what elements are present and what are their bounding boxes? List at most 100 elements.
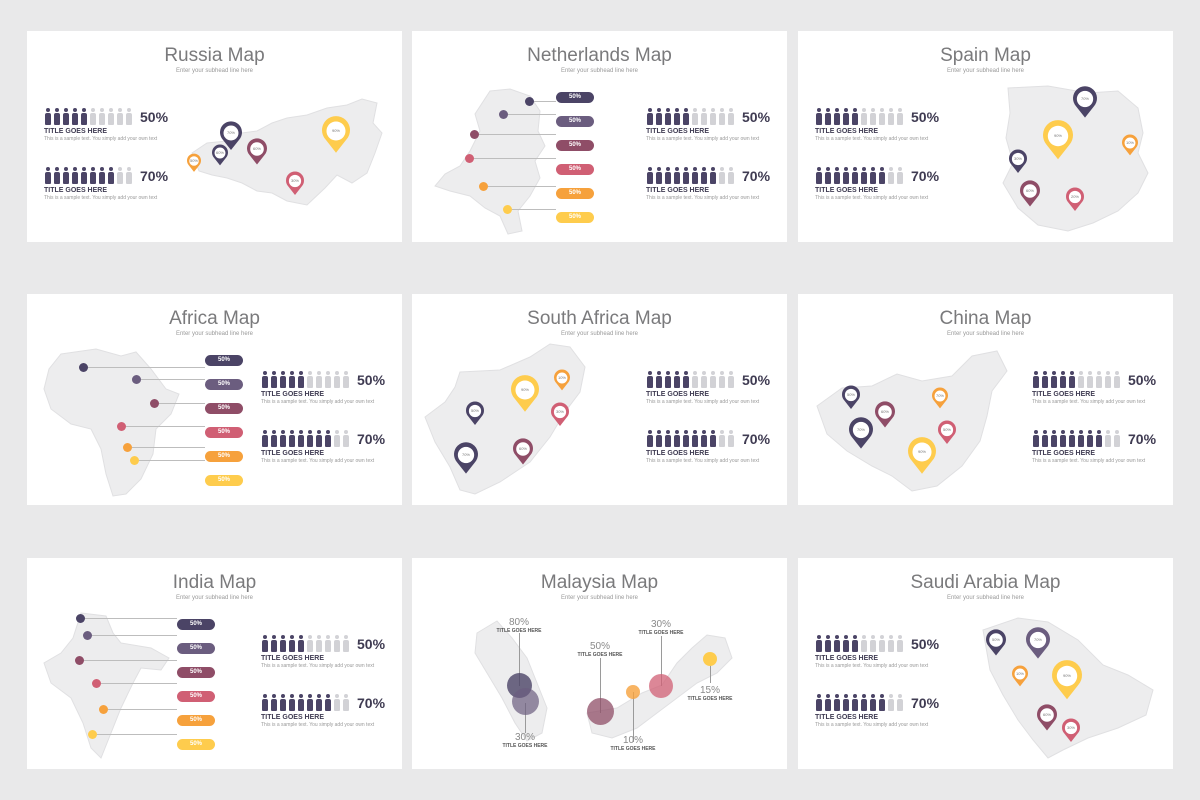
slide-title: Malaysia Map [540,572,659,593]
slide-title: South Africa Map [527,308,672,329]
region-dot[interactable] [79,363,88,372]
person-icon [62,167,70,184]
pin-value: 60% [215,150,224,155]
stat-title: TITLE GOES HERE [815,714,879,721]
stat-block-1: 50% TITLE GOES HERE This is a sample tex… [815,635,955,669]
region-dot[interactable] [92,679,101,688]
person-icon [718,430,726,447]
slide-russia[interactable]: Russia Map Enter your subhead line here … [27,31,402,242]
map-pin-icon [1066,187,1084,211]
person-icon [53,108,61,125]
person-icon [646,430,654,447]
person-icon [270,635,278,652]
person-icon [1113,430,1121,447]
bubble-title: TITLE GOES HERE [687,696,733,702]
slide-subhead: Enter your subhead line here [175,331,254,337]
slide-saudi-arabia[interactable]: Saudi Arabia Map Enter your subhead line… [798,558,1173,769]
stat-title: TITLE GOES HERE [815,655,879,662]
slide-malaysia[interactable]: Malaysia Map Enter your subhead line her… [412,558,787,769]
person-icon [860,694,868,711]
region-dot[interactable] [470,130,479,139]
slide-africa[interactable]: Africa Map Enter your subhead line here … [27,294,402,505]
person-icon [842,694,850,711]
stat-block-1: 50% TITLE GOES HERE This is a sample tex… [44,108,184,142]
people-icons [646,371,786,388]
slide-china[interactable]: China Map Enter your subhead line here 5… [798,294,1173,505]
region-dot[interactable] [88,730,97,739]
region-dot[interactable] [75,656,84,665]
region-dot[interactable] [525,97,534,106]
slide-netherlands[interactable]: Netherlands Map Enter your subhead line … [412,31,787,242]
region-dot[interactable] [83,631,92,640]
stat-description: This is a sample text. You simply add yo… [815,195,929,201]
person-icon [727,167,735,184]
person-icon [1086,430,1094,447]
pin-value: 60% [518,446,527,451]
map-pin-icon [1026,627,1050,659]
netherlands-map-shape [434,88,546,235]
region-dot[interactable] [503,205,512,214]
data-bubble[interactable] [512,688,539,715]
slide-title: China Map [939,308,1032,329]
data-bubble[interactable] [649,674,673,698]
people-icons [815,167,955,184]
person-icon [709,167,717,184]
data-bubble[interactable] [703,652,717,666]
person-icon [53,167,61,184]
person-icon [288,635,296,652]
india-map-shape [43,612,170,759]
region-dot[interactable] [117,422,126,431]
stat-value: 70% [357,431,386,447]
map-pin-icon [932,387,948,409]
slide-south-africa[interactable]: South Africa Map Enter your subhead line… [412,294,787,505]
people-icons [1032,371,1172,388]
stat-title: TITLE GOES HERE [261,655,325,662]
person-icon [324,694,332,711]
region-dot[interactable] [479,182,488,191]
person-icon [261,430,269,447]
bubble-label: 15% TITLE GOES HERE [680,685,740,702]
region-dot[interactable] [123,443,132,452]
stat-block-2: 70% TITLE GOES HERE This is a sample tex… [261,430,401,464]
map-pin-icon [875,401,895,428]
stat-block-1: 50% TITLE GOES HERE This is a sample tex… [646,371,786,405]
region-dot[interactable] [130,456,139,465]
person-icon [691,430,699,447]
person-icon [673,371,681,388]
person-icon [342,430,350,447]
slide-spain[interactable]: Spain Map Enter your subhead line here 7… [798,31,1173,242]
value-pill: 50% [177,643,215,654]
bubble-label: 80% TITLE GOES HERE [489,617,549,634]
pin-value: 90% [1053,133,1062,138]
people-icons [815,694,955,711]
person-icon [860,108,868,125]
bubble-value: 15% [699,685,720,696]
region-dot[interactable] [132,375,141,384]
person-icon [833,694,841,711]
stat-title: TITLE GOES HERE [646,128,710,135]
person-icon [89,108,97,125]
region-dot[interactable] [465,154,474,163]
people-icons [646,430,786,447]
data-bubble[interactable] [587,698,614,725]
bubble-value: 30% [650,619,671,630]
slide-subhead: Enter your subhead line here [946,68,1025,74]
bubble-label: 50% TITLE GOES HERE [570,641,630,658]
pin-value: 90% [331,128,340,133]
map-pin-icon [1037,704,1057,731]
value-pill: 50% [205,475,243,486]
region-dot[interactable] [99,705,108,714]
person-icon [878,694,886,711]
person-icon [842,167,850,184]
person-icon [333,371,341,388]
person-icon [718,108,726,125]
region-dot[interactable] [499,110,508,119]
person-icon [709,108,717,125]
region-dot[interactable] [150,399,159,408]
person-icon [646,371,654,388]
stat-title: TITLE GOES HERE [261,391,325,398]
person-icon [306,635,314,652]
region-dot[interactable] [76,614,85,623]
data-bubble[interactable] [626,685,640,699]
slide-india[interactable]: India Map Enter your subhead line here 5… [27,558,402,769]
